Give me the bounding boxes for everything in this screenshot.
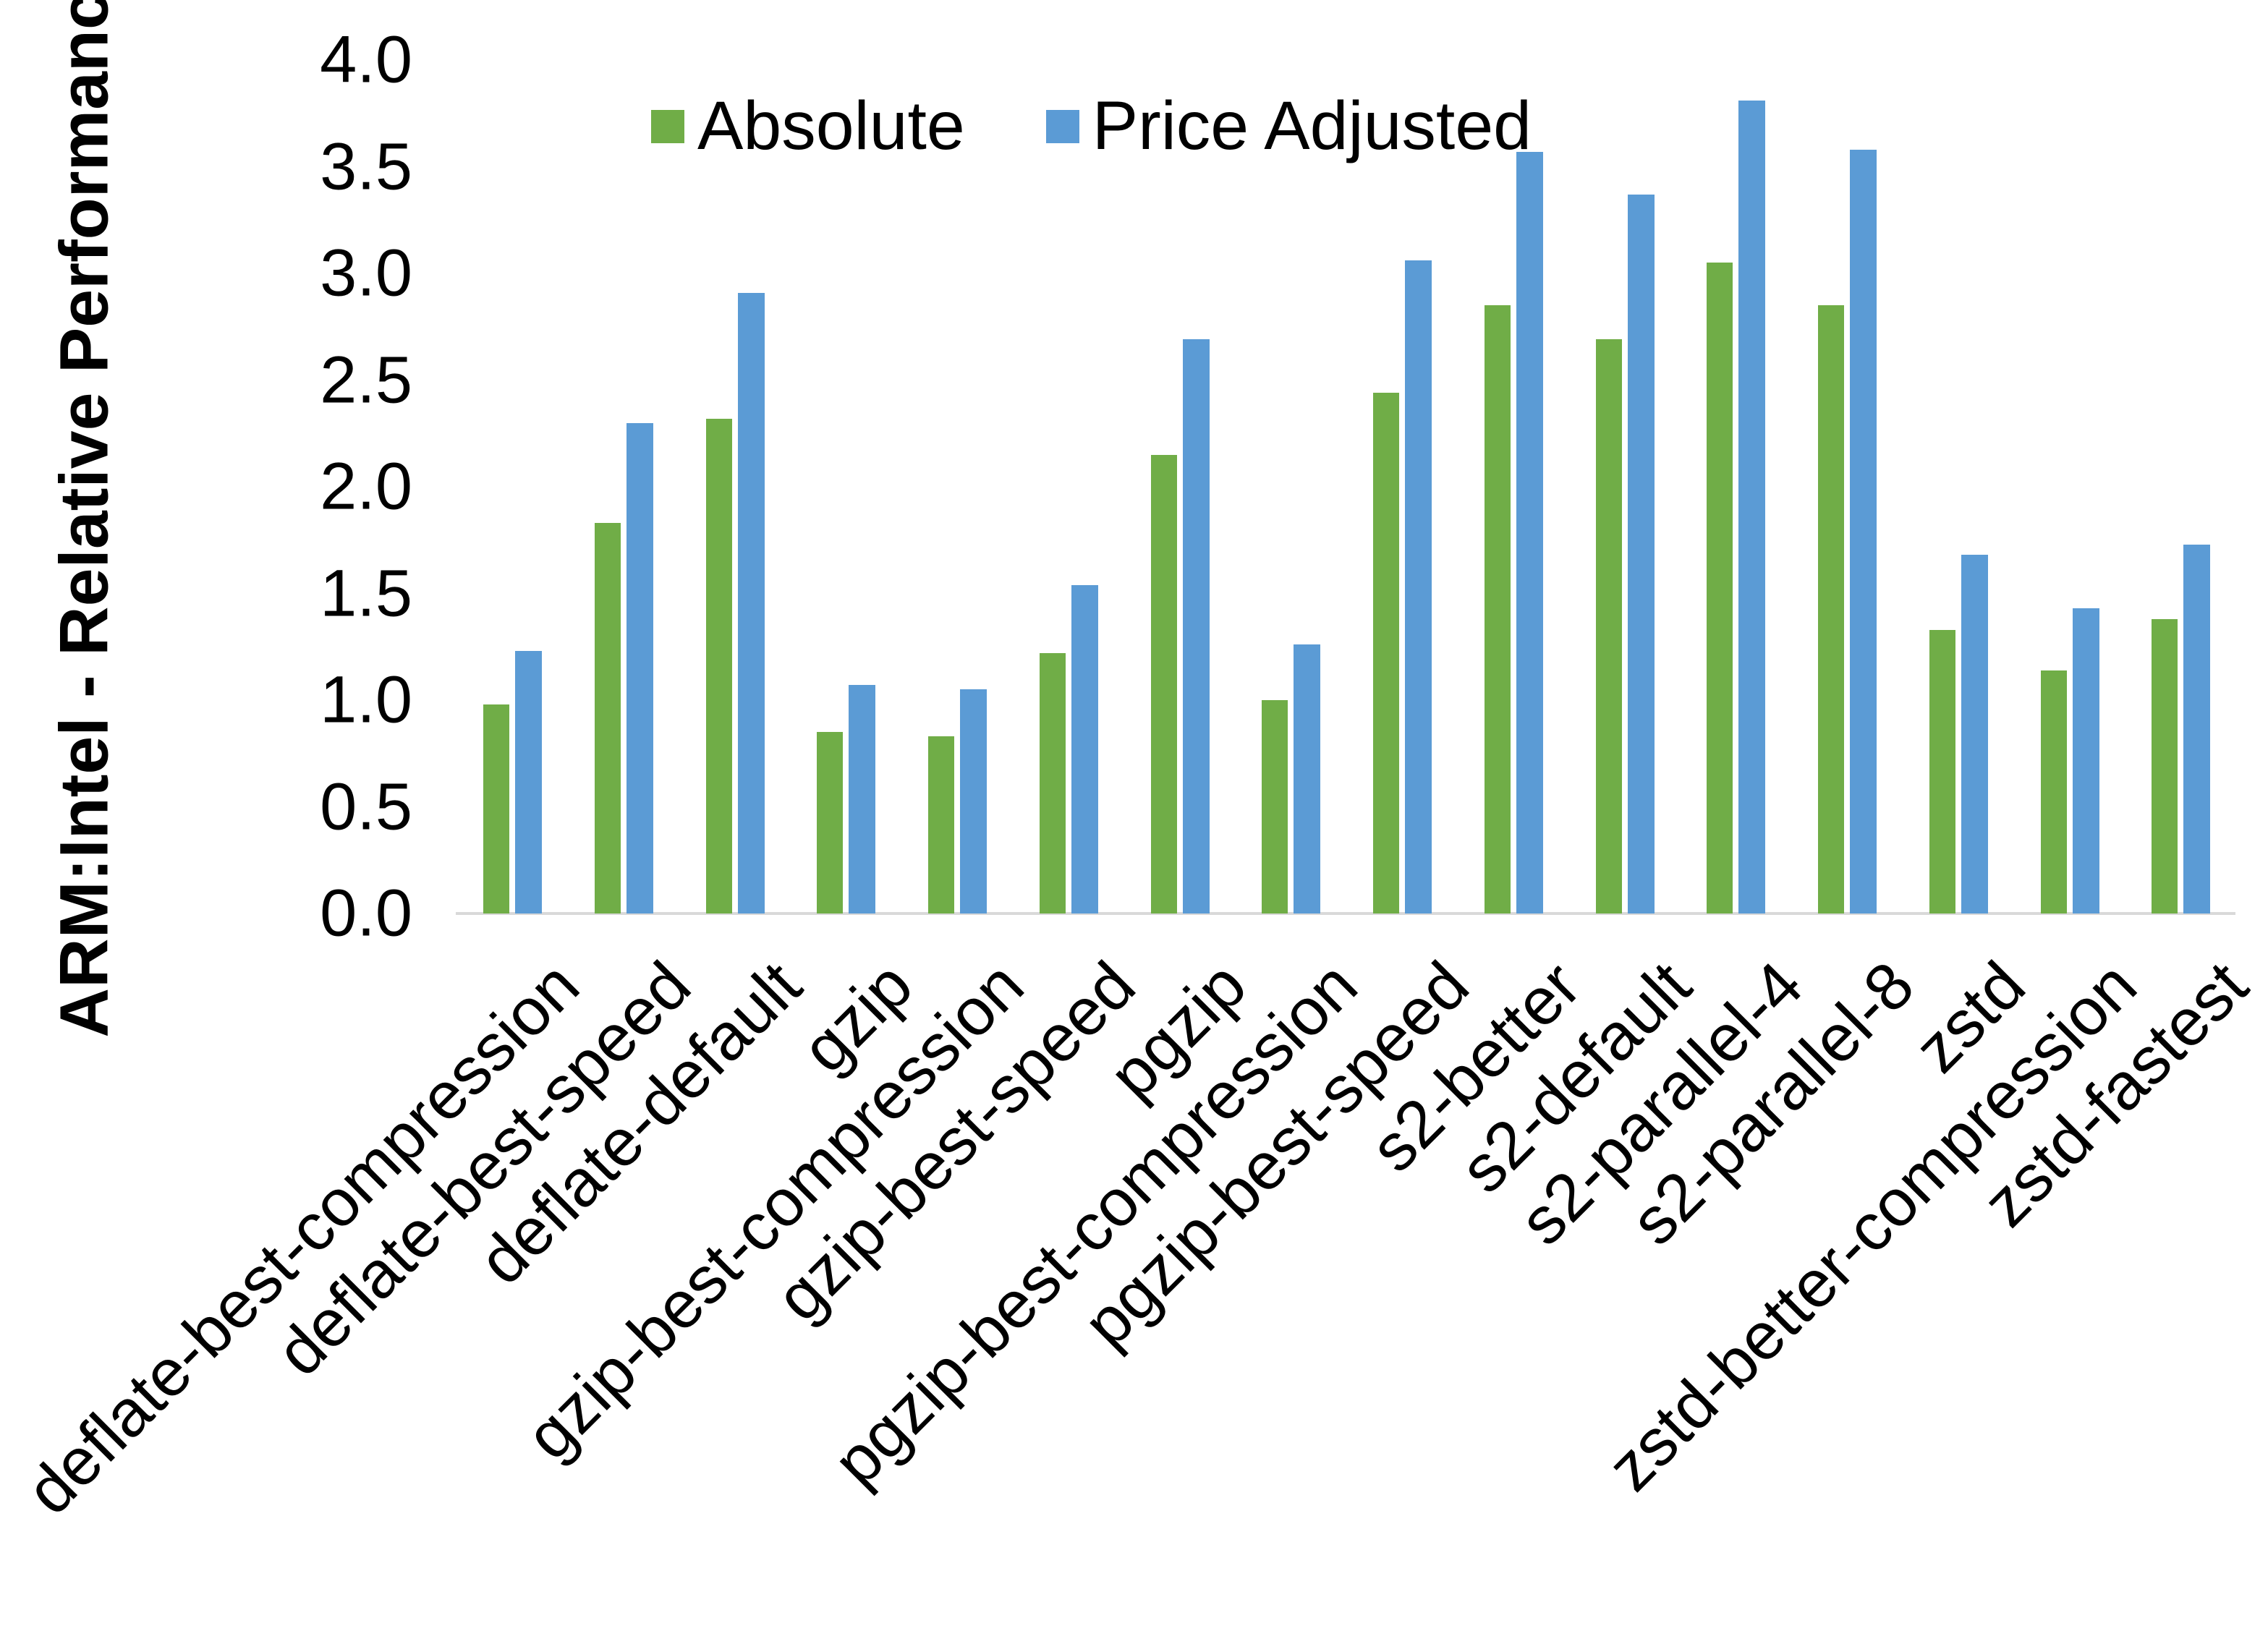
legend-swatch-absolute-icon <box>651 109 684 143</box>
bar-absolute-gzip-best-compression <box>928 736 954 913</box>
legend-swatch-price-adjusted-icon <box>1045 109 1079 143</box>
bar-price-adjusted-gzip <box>849 685 876 913</box>
y-tick-label: 0.0 <box>320 876 412 950</box>
bar-price-adjusted-zstd-better-compression <box>2072 608 2099 913</box>
bottom-edge-bar <box>0 1638 2268 1644</box>
bar-price-adjusted-deflate-best-speed <box>626 422 653 913</box>
bar-price-adjusted-s2-better <box>1516 151 1543 913</box>
bar-price-adjusted-s2-parallel-8 <box>1850 149 1877 913</box>
y-tick-label: 1.5 <box>320 556 412 630</box>
bar-absolute-deflate-best-speed <box>594 523 621 913</box>
bar-price-adjusted-deflate-default <box>737 292 765 913</box>
bar-price-adjusted-zstd-fastest <box>2183 544 2211 913</box>
y-tick-label: 3.5 <box>320 129 412 203</box>
x-axis-line <box>456 912 2235 915</box>
y-axis-title: ARM:Intel - Relative Performance <box>46 0 123 1038</box>
bar-absolute-gzip <box>817 732 844 913</box>
legend-item-absolute: Absolute <box>651 87 965 166</box>
bar-absolute-s2-default <box>1595 339 1622 913</box>
bar-price-adjusted-pgzip-best-compression <box>1294 644 1321 913</box>
bar-price-adjusted-s2-parallel-4 <box>1738 101 1766 913</box>
bar-absolute-pgzip <box>1150 454 1177 913</box>
bar-price-adjusted-gzip-best-speed <box>1071 584 1098 913</box>
bar-price-adjusted-s2-default <box>1627 194 1655 913</box>
bar-absolute-zstd-better-compression <box>2040 670 2067 913</box>
legend-label-absolute: Absolute <box>697 88 965 164</box>
y-tick-label: 2.0 <box>320 449 412 524</box>
chart-legend: Absolute Price Adjusted <box>651 87 1532 166</box>
bar-absolute-s2-parallel-4 <box>1707 263 1733 913</box>
bar-absolute-s2-better <box>1484 305 1511 913</box>
bar-absolute-pgzip-best-speed <box>1373 393 1399 913</box>
bar-absolute-deflate-best-compression <box>483 704 509 913</box>
y-tick-label: 4.0 <box>320 22 412 97</box>
bar-absolute-pgzip-best-compression <box>1262 700 1288 913</box>
bar-absolute-deflate-default <box>705 418 732 913</box>
bar-price-adjusted-pgzip-best-speed <box>1405 260 1432 913</box>
legend-label-price-adjusted: Price Adjusted <box>1092 88 1532 164</box>
bar-price-adjusted-gzip-best-compression <box>960 689 987 913</box>
bar-absolute-zstd <box>1929 629 1955 913</box>
bar-absolute-gzip-best-speed <box>1039 653 1066 913</box>
y-tick-label: 0.5 <box>320 770 412 843</box>
y-tick-label: 1.0 <box>320 663 412 737</box>
bar-absolute-zstd-fastest <box>2152 618 2178 913</box>
bar-absolute-s2-parallel-8 <box>1818 305 1844 913</box>
plot-area <box>456 60 2235 915</box>
bar-price-adjusted-deflate-best-compression <box>515 651 542 913</box>
legend-item-price-adjusted: Price Adjusted <box>1045 87 1532 166</box>
bar-price-adjusted-zstd <box>1961 555 1988 913</box>
y-tick-label: 2.5 <box>320 343 412 417</box>
y-tick-label: 3.0 <box>320 236 412 310</box>
bar-price-adjusted-pgzip <box>1182 339 1210 913</box>
